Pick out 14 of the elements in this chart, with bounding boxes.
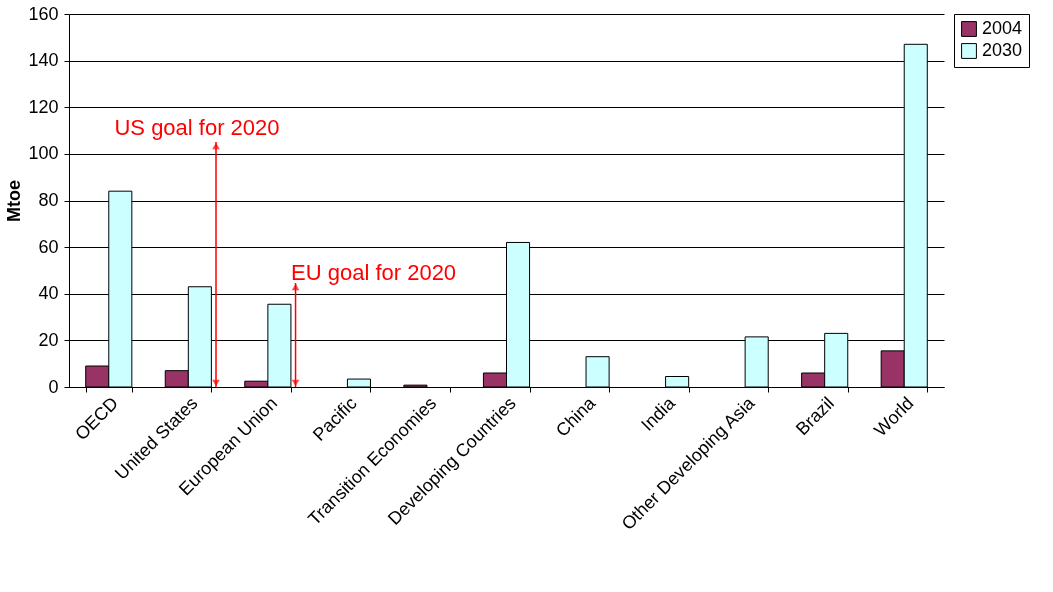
annotation: US goal for 2020 <box>114 115 280 140</box>
y-tick-label: 80 <box>38 190 59 210</box>
y-axis-title: Mtoe <box>4 180 25 222</box>
y-tick-label: 60 <box>38 236 59 257</box>
annotation: EU goal for 2020 <box>291 260 457 285</box>
y-tick-label: 40 <box>38 283 59 304</box>
y-tick-label: 20 <box>38 329 59 350</box>
legend-label: 2030 <box>982 40 1023 60</box>
y-tick-label: 140 <box>28 50 59 71</box>
y-tick-label: 120 <box>28 96 59 117</box>
legend-label: 2004 <box>982 18 1023 38</box>
y-tick-label: 0 <box>48 376 59 397</box>
y-tick-label: 100 <box>28 143 59 164</box>
y-tick-label: 160 <box>28 3 59 24</box>
